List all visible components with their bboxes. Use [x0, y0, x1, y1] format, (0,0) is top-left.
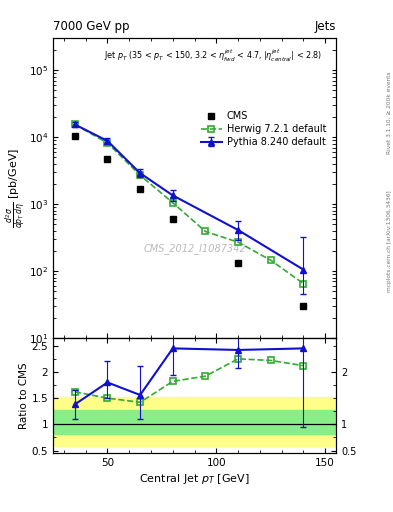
Legend: CMS, Herwig 7.2.1 default, Pythia 8.240 default: CMS, Herwig 7.2.1 default, Pythia 8.240 …	[199, 109, 328, 149]
X-axis label: Central Jet $p_T$ [GeV]: Central Jet $p_T$ [GeV]	[139, 472, 250, 486]
Y-axis label: Ratio to CMS: Ratio to CMS	[19, 362, 29, 429]
CMS	[72, 133, 77, 139]
Line: CMS: CMS	[72, 133, 307, 309]
Herwig 7.2.1 default	[72, 121, 77, 127]
Text: CMS_2012_I1087342: CMS_2012_I1087342	[143, 243, 246, 253]
Text: Jets: Jets	[314, 20, 336, 33]
CMS	[236, 260, 241, 266]
Text: 7000 GeV pp: 7000 GeV pp	[53, 20, 130, 33]
Y-axis label: $\frac{d^{2}\sigma}{dp_{T}\,d\eta}$ [pb/GeV]: $\frac{d^{2}\sigma}{dp_{T}\,d\eta}$ [pb/…	[4, 148, 27, 228]
Herwig 7.2.1 default	[203, 228, 208, 234]
Text: Jet $p_T$ (35 < $p_T$ < 150, 3.2 < $\eta^{jet}_{fwd}$ < 4.7, $|\eta^{jet}_{centr: Jet $p_T$ (35 < $p_T$ < 150, 3.2 < $\eta…	[104, 48, 322, 63]
Herwig 7.2.1 default	[301, 281, 306, 287]
Bar	[53, 397, 336, 446]
Bar	[53, 410, 336, 434]
Herwig 7.2.1 default	[171, 200, 175, 206]
Text: Rivet 3.1.10, ≥ 200k events: Rivet 3.1.10, ≥ 200k events	[387, 71, 392, 154]
CMS	[171, 217, 175, 223]
Line: Herwig 7.2.1 default: Herwig 7.2.1 default	[72, 121, 307, 287]
CMS	[105, 156, 110, 162]
Herwig 7.2.1 default	[138, 172, 143, 178]
Herwig 7.2.1 default	[105, 140, 110, 146]
CMS	[138, 186, 143, 192]
CMS	[301, 303, 306, 309]
Herwig 7.2.1 default	[236, 239, 241, 245]
Herwig 7.2.1 default	[268, 257, 273, 263]
Text: mcplots.cern.ch [arXiv:1306.3436]: mcplots.cern.ch [arXiv:1306.3436]	[387, 190, 392, 291]
